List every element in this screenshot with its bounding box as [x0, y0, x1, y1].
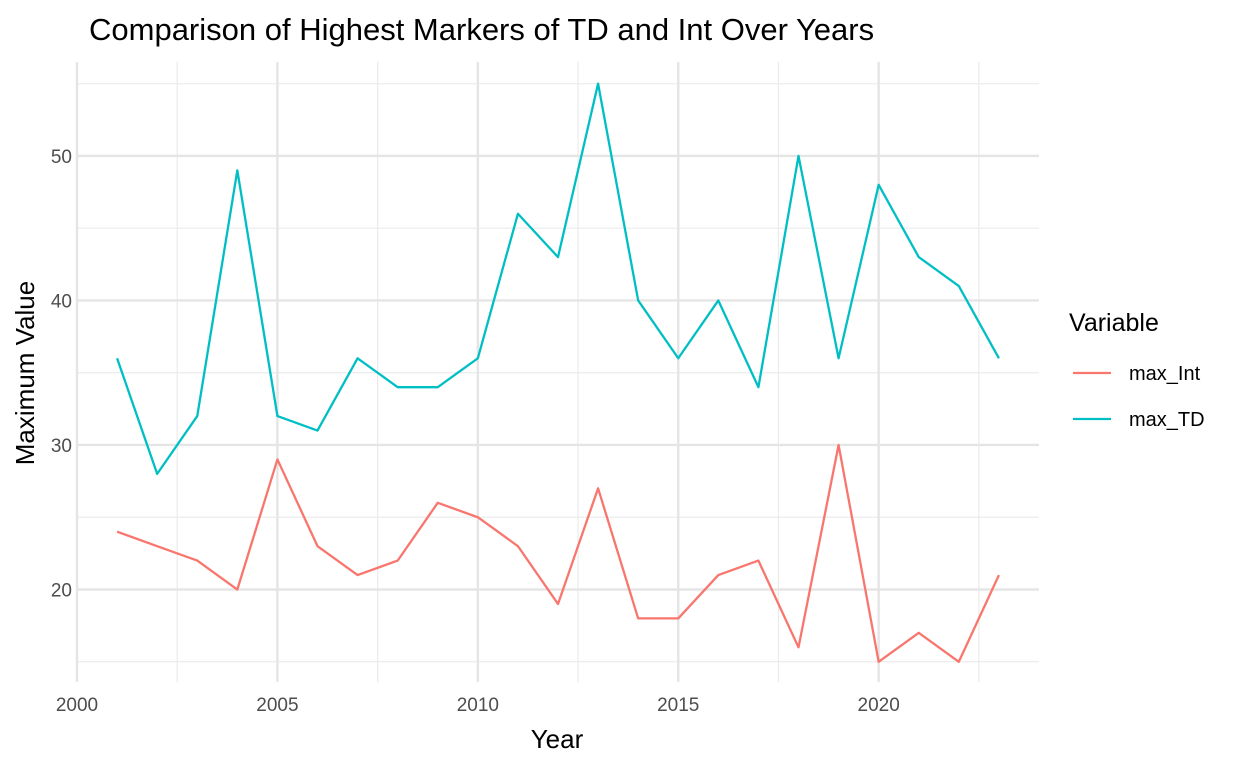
y-axis-title: Maximum Value — [10, 281, 40, 465]
series-line-max-td — [115, 82, 1000, 476]
y-tick-label: 40 — [51, 291, 72, 312]
y-axis-ticks: 20 30 40 50 — [51, 147, 72, 602]
series-line-max-int — [116, 443, 1000, 663]
chart-title: Comparison of Highest Markers of TD and … — [89, 12, 874, 47]
major-grid — [75, 62, 1039, 682]
legend-item-max-td: max_TD — [1073, 409, 1205, 431]
y-tick-label: 30 — [51, 436, 72, 457]
legend: Variable max_Int max_TD — [1069, 309, 1205, 431]
x-tick-label: 2000 — [56, 695, 98, 716]
x-tick-label: 2005 — [256, 695, 298, 716]
legend-title: Variable — [1069, 309, 1159, 337]
x-axis-ticks: 2000 2005 2010 2015 2020 — [56, 695, 900, 716]
series-lines — [115, 82, 1000, 663]
legend-label: max_Int — [1129, 363, 1201, 385]
legend-label: max_TD — [1129, 409, 1205, 431]
x-tick-label: 2020 — [858, 695, 900, 716]
y-tick-label: 50 — [51, 147, 72, 168]
x-tick-label: 2010 — [457, 695, 499, 716]
legend-items: max_Int max_TD — [1073, 363, 1205, 431]
y-tick-label: 20 — [51, 581, 72, 602]
plot-panel — [75, 62, 1039, 682]
x-axis-title: Year — [531, 724, 584, 754]
x-tick-label: 2015 — [657, 695, 699, 716]
legend-item-max-int: max_Int — [1073, 363, 1201, 385]
